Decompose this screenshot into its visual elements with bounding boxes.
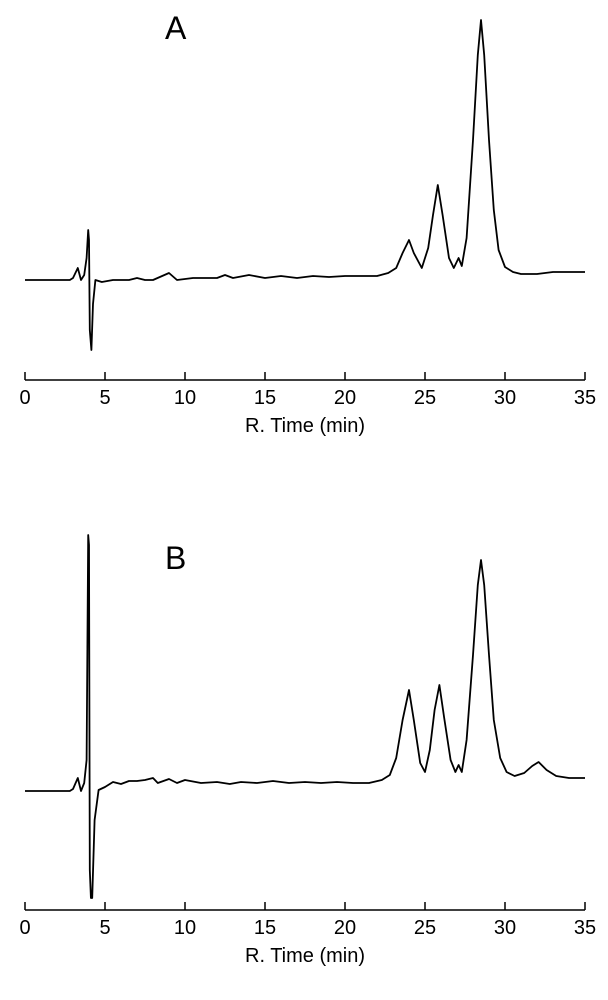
xtick-label: 15 [254, 917, 276, 940]
xtick-label: 20 [334, 387, 356, 410]
xtick-label: 10 [174, 387, 196, 410]
xtick-label: 15 [254, 387, 276, 410]
chromatogram-figure: A 05101520253035 R. Time (min) B 0510152… [0, 0, 608, 1000]
panel-a-svg [20, 10, 590, 410]
panel-a-label: A [165, 10, 186, 47]
xtick-label: 5 [99, 917, 110, 940]
xtick-label: 0 [19, 917, 30, 940]
xtick-label: 0 [19, 387, 30, 410]
xtick-label: 25 [414, 917, 436, 940]
xtick-label: 30 [494, 917, 516, 940]
xtick-label: 5 [99, 387, 110, 410]
xtick-label: 30 [494, 387, 516, 410]
panel-b-label: B [165, 540, 186, 577]
xtick-label: 10 [174, 917, 196, 940]
panel-b: B 05101520253035 R. Time (min) [20, 500, 590, 930]
panel-b-xlabel: R. Time (min) [20, 945, 590, 968]
xtick-label: 25 [414, 387, 436, 410]
xtick-label: 20 [334, 917, 356, 940]
panel-b-svg [20, 500, 590, 930]
panel-a: A 05101520253035 R. Time (min) [20, 10, 590, 440]
xtick-label: 35 [574, 917, 596, 940]
panel-a-xlabel: R. Time (min) [20, 415, 590, 438]
xtick-label: 35 [574, 387, 596, 410]
